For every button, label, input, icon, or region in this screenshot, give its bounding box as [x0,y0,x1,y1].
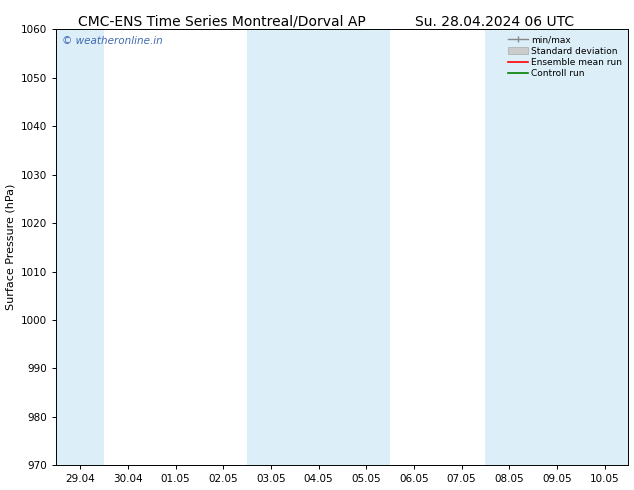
Bar [486,29,628,465]
Y-axis label: Surface Pressure (hPa): Surface Pressure (hPa) [6,184,16,311]
Bar [56,29,104,465]
Text: CMC-ENS Time Series Montreal/Dorval AP: CMC-ENS Time Series Montreal/Dorval AP [78,15,366,29]
Text: © weatheronline.in: © weatheronline.in [62,36,163,46]
Text: Su. 28.04.2024 06 UTC: Su. 28.04.2024 06 UTC [415,15,574,29]
Legend: min/max, Standard deviation, Ensemble mean run, Controll run: min/max, Standard deviation, Ensemble me… [506,34,624,80]
Bar [247,29,390,465]
